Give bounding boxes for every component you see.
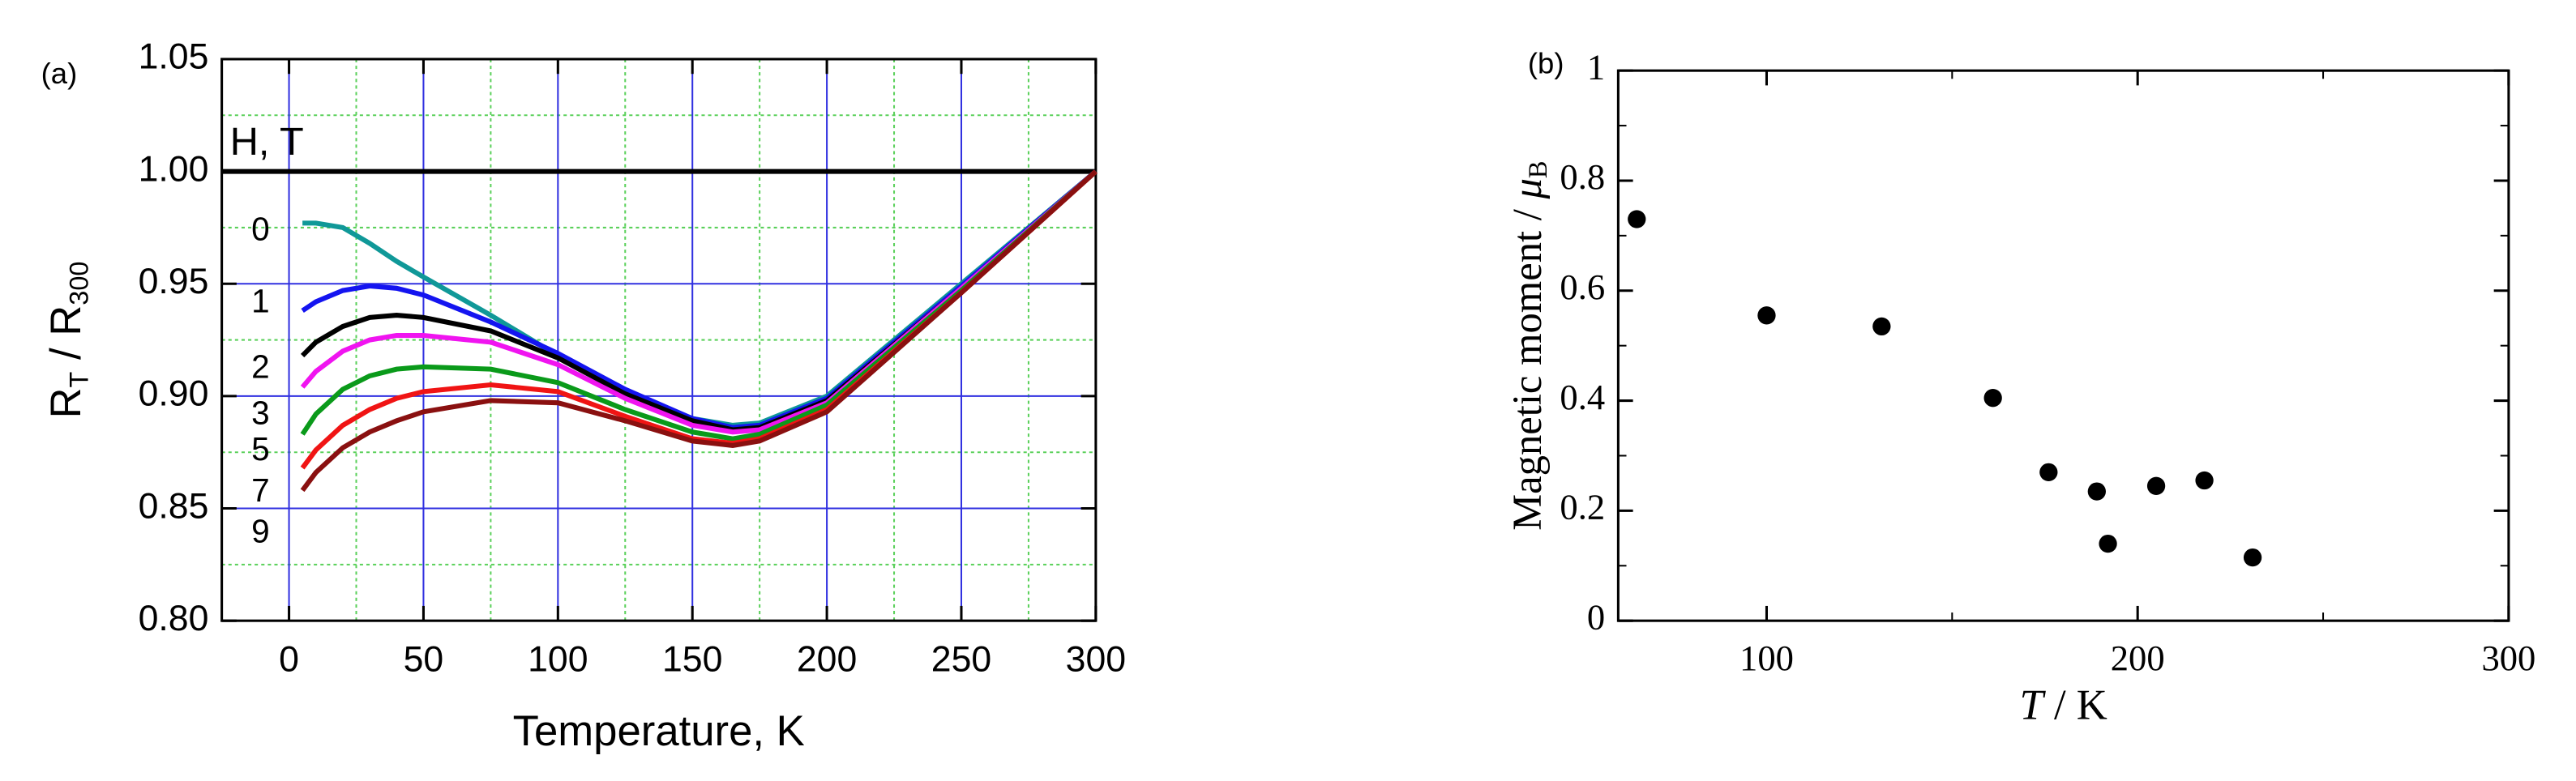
plot-frame	[220, 58, 1098, 622]
scatter-point	[2146, 476, 2166, 495]
x-tick-label: 100	[528, 640, 588, 680]
scatter-point	[1872, 317, 1891, 336]
x-axis-title-symbol: T	[2019, 682, 2046, 729]
y-tick-label: 0.90	[139, 374, 209, 414]
y-tick-label: 0.8	[1560, 156, 1605, 197]
line-series	[300, 169, 1098, 493]
y-axis-title: Magnetic moment / μB	[1504, 160, 1554, 530]
series-label: 1	[251, 283, 270, 320]
x-axis-title-part: / K	[2043, 682, 2107, 729]
y-tick-label: 0.6	[1560, 267, 1605, 307]
y-tick-label: 1	[1587, 46, 1605, 87]
x-axis-title: T / K	[2019, 682, 2107, 729]
y-axis-title-sub: B	[1525, 160, 1554, 178]
x-tick-label: 50	[404, 640, 444, 680]
series-label: 3	[251, 395, 270, 432]
x-tick-label: 250	[931, 640, 991, 680]
x-tick-label: 300	[2481, 638, 2535, 678]
plot-frame	[1616, 69, 2510, 622]
series-label: 0	[251, 210, 270, 247]
y-tick-label: 1.00	[139, 149, 209, 189]
y-axis-title-part: / R	[42, 305, 90, 372]
scatter-point	[2195, 471, 2214, 490]
panel-label: (b)	[1528, 47, 1564, 80]
x-tick-label: 100	[1739, 638, 1794, 678]
y-axis-title-sub: 300	[64, 262, 93, 305]
y-tick-label: 0.95	[139, 262, 209, 301]
x-tick-label: 300	[1066, 640, 1126, 680]
scatter-point	[1628, 210, 1646, 228]
y-axis-title-symbol: μ	[1504, 178, 1550, 199]
x-axis-title: Temperature, K	[513, 707, 805, 755]
y-axis-title-part: Magnetic moment /	[1504, 198, 1550, 530]
line-series	[300, 169, 1098, 442]
series-label: 7	[251, 472, 270, 509]
annotation: H, T	[230, 120, 304, 164]
scatter-point	[2087, 482, 2106, 501]
y-axis-title-part: R	[42, 387, 90, 418]
series-label: 2	[251, 348, 270, 386]
x-tick-label: 200	[797, 640, 857, 680]
line-series	[300, 169, 1098, 435]
scatter-point	[2099, 534, 2117, 553]
y-tick-label: 0.2	[1560, 487, 1605, 527]
scatter-point	[1983, 389, 2002, 408]
chart-panel: 0 50 100 150 200 250 3000.800.850.900.951.001.…	[41, 37, 1126, 755]
chart-panel: 100 200 300 0 0.2 0.4 0.6 0.8 1 (b) T / K Magnetic …	[1504, 46, 2536, 728]
panel-label: (a)	[41, 57, 78, 90]
y-tick-label: 0.85	[139, 486, 209, 526]
y-tick-label: 0	[1587, 596, 1605, 637]
y-axis-title-sub: T	[64, 371, 93, 387]
y-tick-label: 0.80	[139, 599, 209, 638]
x-tick-label: 0	[279, 640, 299, 680]
y-tick-label: 0.4	[1560, 377, 1605, 417]
scatter-point	[2039, 463, 2058, 481]
y-tick-label: 1.05	[139, 37, 209, 77]
x-tick-label: 150	[662, 640, 722, 680]
series-label: 5	[251, 430, 270, 467]
x-tick-label: 200	[2111, 638, 2165, 678]
series-label: 9	[251, 512, 270, 549]
y-axis-title: RT / R300	[42, 262, 93, 419]
line-series	[301, 169, 1098, 430]
line-series	[302, 169, 1098, 428]
scatter-point	[2243, 548, 2262, 567]
scatter-point	[1757, 306, 1776, 325]
